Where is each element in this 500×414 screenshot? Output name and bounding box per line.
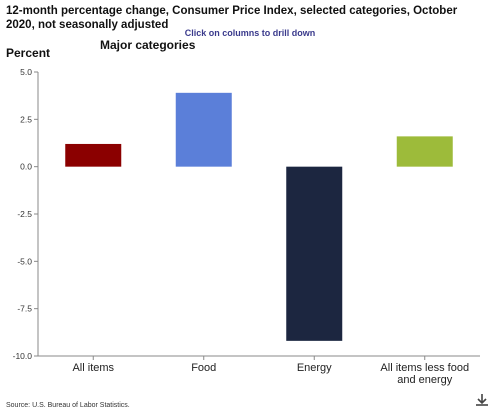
x-category-label: All items less food (380, 362, 469, 374)
bar[interactable] (396, 136, 453, 167)
source-note: Source: U.S. Bureau of Labor Statistics. (6, 402, 130, 409)
x-category-label: Food (191, 362, 216, 374)
x-category-label: and energy (397, 374, 453, 386)
x-category-label: All items (72, 362, 114, 374)
y-axis-label: Percent (6, 46, 51, 60)
y-tick-label: -2.5 (17, 209, 32, 219)
x-category-label: Energy (297, 362, 332, 374)
download-icon[interactable] (474, 392, 490, 408)
y-tick-label: 0.0 (20, 162, 32, 172)
drill-down-hint: Click on columns to drill down (184, 28, 316, 38)
bar[interactable] (286, 166, 343, 341)
y-tick-label: 5.0 (20, 67, 32, 77)
bar[interactable] (175, 92, 232, 167)
bar[interactable] (65, 143, 122, 167)
chart-title: 12-month percentage change, Consumer Pri… (6, 5, 458, 31)
y-tick-label: -5.0 (17, 256, 32, 266)
y-tick-label: -10.0 (13, 351, 33, 361)
chart-subtitle: Major categories (100, 38, 196, 52)
y-tick-label: -7.5 (17, 304, 32, 314)
y-tick-label: 2.5 (20, 114, 32, 124)
